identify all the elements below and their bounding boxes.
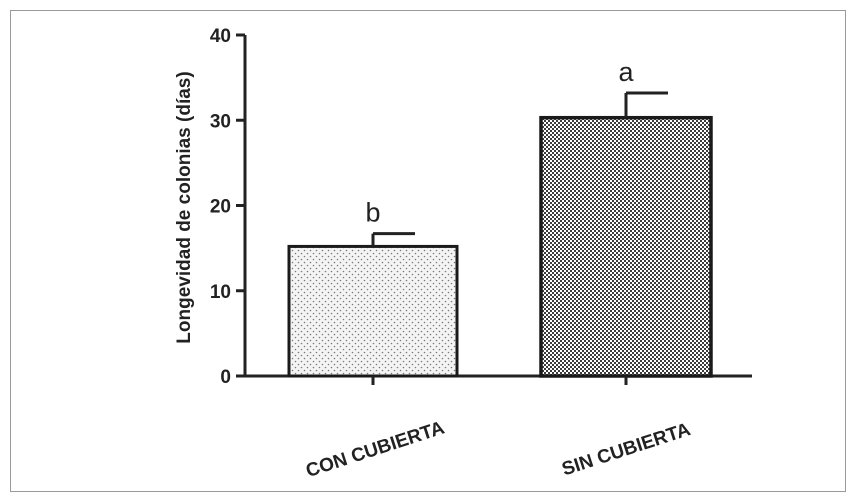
y-tick-label: 30 bbox=[210, 111, 231, 132]
significance-letter-1: b bbox=[365, 198, 380, 228]
y-tick-label: 0 bbox=[220, 367, 231, 388]
y-tick-label: 10 bbox=[210, 282, 231, 303]
bar-2 bbox=[539, 115, 713, 378]
significance-letter-2: a bbox=[618, 57, 634, 87]
y-axis-title: Longevidad de colonias (días) bbox=[174, 71, 195, 343]
y-tick-label: 40 bbox=[210, 26, 231, 47]
x-tick-label-1: CON CUBIERTA bbox=[303, 417, 447, 482]
y-tick-label: 20 bbox=[210, 197, 231, 218]
x-tick-label-2: SIN CUBIERTA bbox=[559, 419, 693, 480]
bar-1 bbox=[287, 244, 459, 378]
